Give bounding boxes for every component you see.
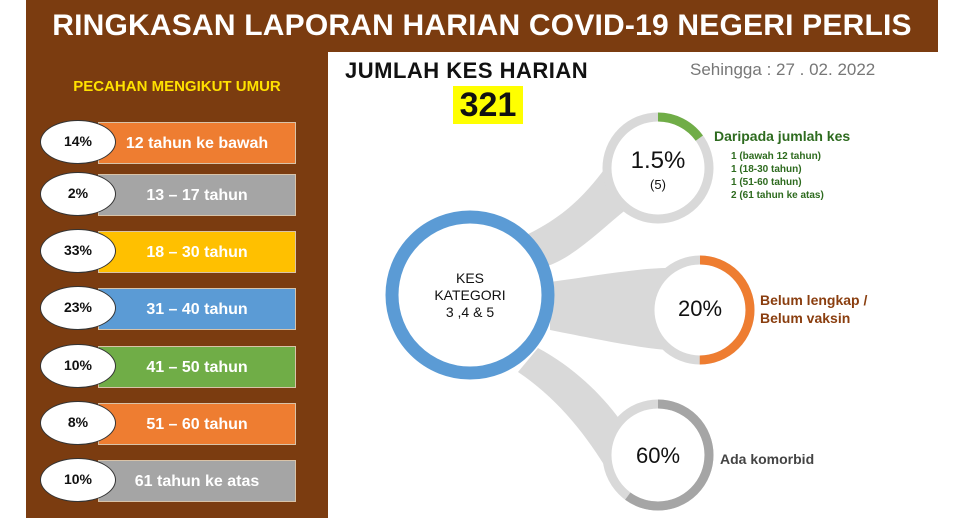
- age-percent-pill: 8%: [40, 401, 116, 445]
- branch-subvalue: (5): [650, 177, 666, 192]
- age-percent-pill: 23%: [40, 286, 116, 330]
- branch-details: 1 (bawah 12 tahun) 1 (18-30 tahun) 1 (51…: [731, 150, 824, 202]
- age-row: 31 – 40 tahun 23%: [26, 286, 328, 332]
- hub-label-line: 3 ,4 & 5: [445, 304, 495, 320]
- daily-cases-total: 321: [453, 86, 523, 124]
- detail-line: 1 (18-30 tahun): [731, 164, 802, 175]
- branch-ring-arc: [602, 112, 714, 224]
- branch-value: 60%: [635, 443, 681, 468]
- title-bar: RINGKASAN LAPORAN HARIAN COVID-19 NEGERI…: [26, 0, 938, 52]
- connector-bottom: [518, 348, 620, 478]
- age-group-label: 41 – 50 tahun: [98, 346, 296, 388]
- branch-value: 1.5%: [630, 147, 686, 174]
- connector-middle: [550, 268, 668, 350]
- connector-top: [520, 148, 628, 268]
- age-row: 12 tahun ke bawah 14%: [26, 120, 328, 166]
- branch-label-line: Belum vaksin: [760, 310, 851, 326]
- age-percent-pill: 2%: [40, 172, 116, 216]
- age-group-label: 61 tahun ke atas: [98, 460, 296, 502]
- age-group-label: 13 – 17 tahun: [98, 174, 296, 216]
- age-percent-pill: 14%: [40, 120, 116, 164]
- branch-label: Belum lengkap / Belum vaksin: [760, 291, 867, 327]
- branch-value: 20%: [677, 296, 723, 321]
- hub-label-line: KES: [455, 270, 484, 286]
- age-row: 18 – 30 tahun 33%: [26, 229, 328, 275]
- branch-label: Ada komorbid: [720, 451, 815, 467]
- age-breakdown-heading: PECAHAN MENGIKUT UMUR: [73, 78, 281, 95]
- report-date: Sehingga : 27 . 02. 2022: [690, 60, 876, 79]
- age-row: 51 – 60 tahun 8%: [26, 401, 328, 447]
- detail-line: 1 (bawah 12 tahun): [731, 151, 822, 162]
- age-row: 61 tahun ke atas 10%: [26, 458, 328, 504]
- age-percent-pill: 10%: [40, 344, 116, 388]
- age-breakdown-panel: PECAHAN MENGIKUT UMUR 12 tahun ke bawah …: [26, 52, 328, 518]
- hub-label: KES KATEGORI 3 ,4 & 5: [410, 270, 530, 321]
- age-group-label: 12 tahun ke bawah: [98, 122, 296, 164]
- hub-label-line: KATEGORI: [434, 287, 506, 303]
- hub-ring: [385, 210, 555, 380]
- page-title: RINGKASAN LAPORAN HARIAN COVID-19 NEGERI…: [52, 9, 912, 42]
- age-percent-pill: 33%: [40, 229, 116, 273]
- detail-line: 1 (51-60 tahun): [731, 177, 802, 188]
- branch-label-line: Belum lengkap /: [760, 292, 868, 308]
- age-row: 13 – 17 tahun 2%: [26, 172, 328, 218]
- detail-line: 2 (61 tahun ke atas): [731, 190, 824, 201]
- age-group-label: 31 – 40 tahun: [98, 288, 296, 330]
- age-percent-pill: 10%: [40, 458, 116, 502]
- daily-cases-heading: JUMLAH KES HARIAN: [345, 58, 589, 83]
- branch-label: Daripada jumlah kes: [714, 128, 851, 144]
- branch-ring-arc: [602, 399, 714, 511]
- age-row: 41 – 50 tahun 10%: [26, 344, 328, 390]
- branch-ring-arc: [645, 255, 755, 365]
- age-group-label: 51 – 60 tahun: [98, 403, 296, 445]
